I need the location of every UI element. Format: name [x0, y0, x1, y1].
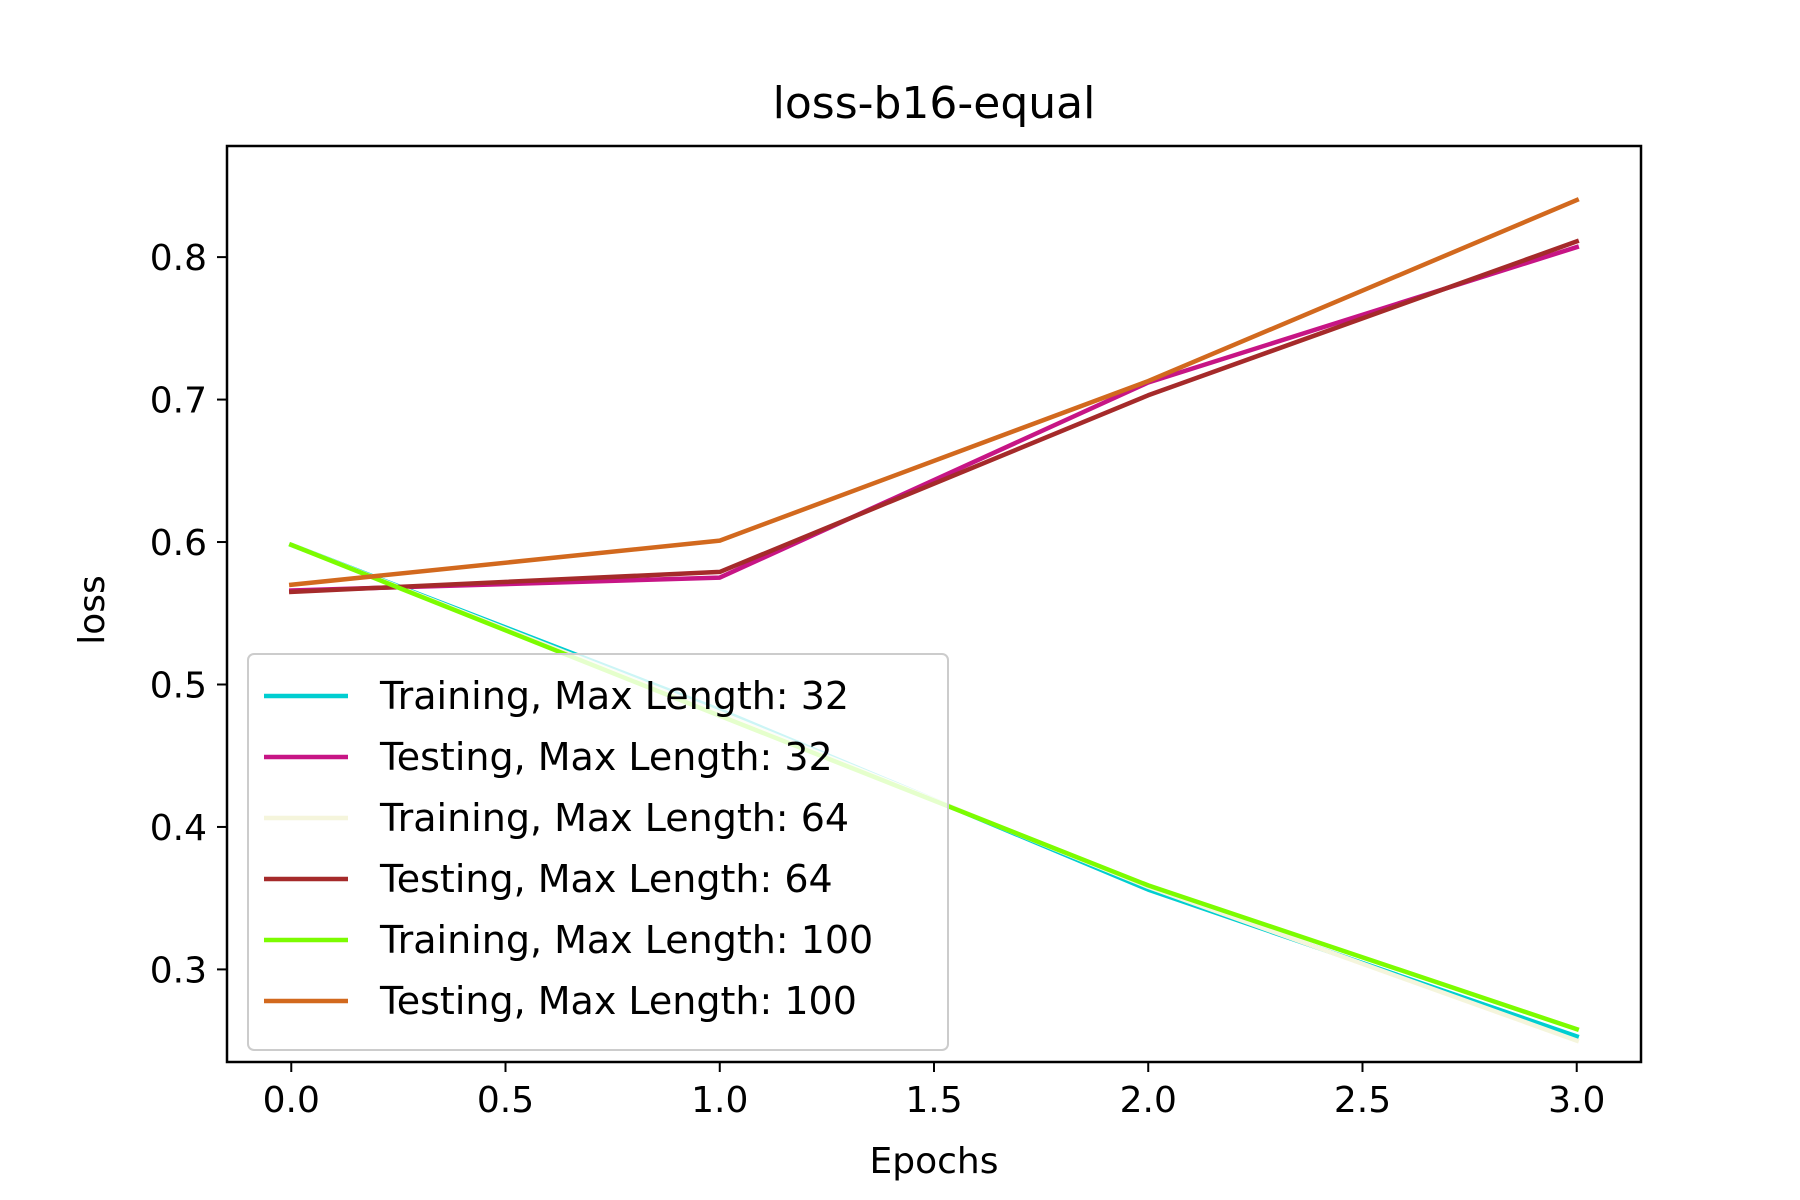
legend-box: [247, 653, 949, 1051]
series-line-2: [288, 244, 1580, 593]
legend-label-3: Training, Max Length: 64: [379, 796, 849, 840]
legend-label-2: Testing, Max Length: 32: [379, 735, 833, 779]
legend-label-6: Testing, Max Length: 100: [379, 979, 857, 1023]
x-tick-label: 2.0: [1120, 1080, 1177, 1121]
chart-title: loss-b16-equal: [773, 78, 1096, 129]
y-tick-label: 0.5: [150, 665, 207, 706]
x-tick-label: 1.0: [691, 1080, 748, 1121]
y-tick-label: 0.3: [150, 950, 207, 991]
legend-label-4: Testing, Max Length: 64: [379, 857, 833, 901]
series-line-6: [288, 197, 1580, 588]
legend-label-1: Training, Max Length: 32: [379, 674, 849, 718]
y-tick-label: 0.7: [150, 381, 207, 422]
x-tick-label: 0.5: [477, 1080, 534, 1121]
y-tick-label: 0.8: [150, 238, 207, 279]
y-axis-label: loss: [72, 575, 113, 645]
x-tick-label: 2.5: [1334, 1080, 1391, 1121]
series-line-4: [288, 238, 1580, 595]
y-tick-label: 0.4: [150, 808, 207, 849]
x-axis-label: Epochs: [870, 1141, 999, 1182]
y-tick-label: 0.6: [150, 523, 207, 564]
x-tick-label: 0.0: [263, 1080, 320, 1121]
legend: Training, Max Length: 32 Testing, Max Len…: [247, 653, 949, 1051]
legend-label-5: Training, Max Length: 100: [379, 918, 873, 962]
x-tick-label: 1.5: [905, 1080, 962, 1121]
x-tick-label: 3.0: [1548, 1080, 1605, 1121]
